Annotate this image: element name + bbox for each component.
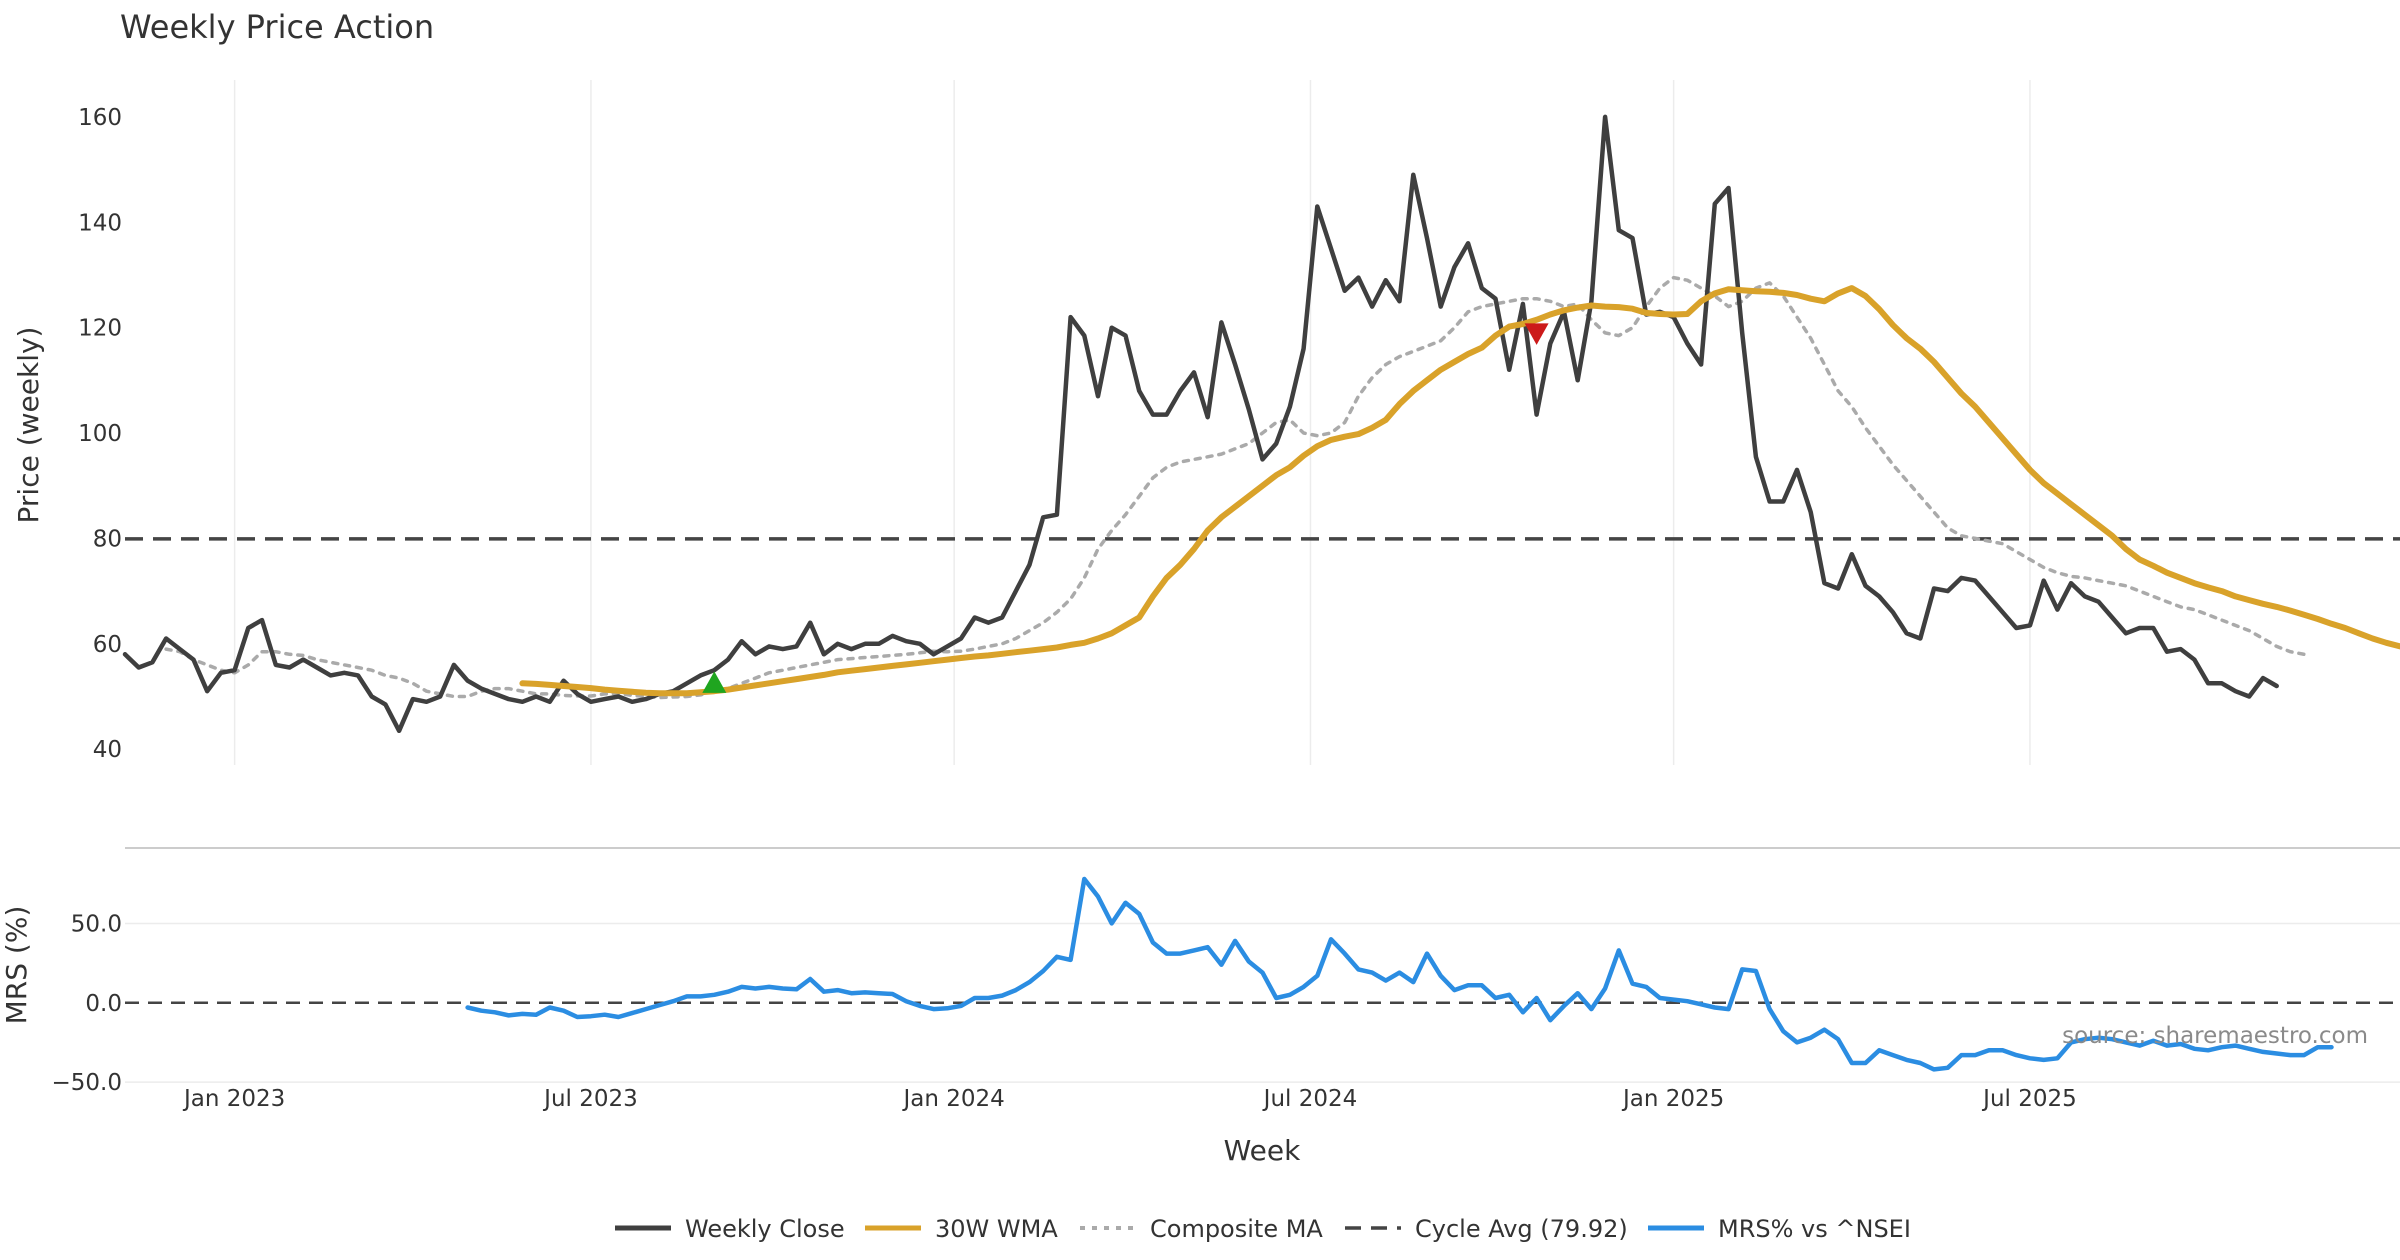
x-tick-label: Jul 2024 (1262, 1086, 1358, 1112)
x-tick-label: Jan 2025 (1621, 1086, 1724, 1112)
legend-label: Cycle Avg (79.92) (1415, 1215, 1628, 1243)
price-y-tick-label: 60 (93, 632, 122, 658)
x-tick-label: Jan 2024 (901, 1086, 1004, 1112)
x-tick-label: Jan 2023 (182, 1086, 285, 1112)
price-y-tick-label: 100 (78, 421, 122, 447)
legend-label: Weekly Close (685, 1215, 845, 1243)
mrs-y-tick-label: 50.0 (71, 911, 122, 937)
x-tick-label: Jul 2023 (542, 1086, 638, 1112)
x-tick-label: Jul 2025 (1981, 1086, 2077, 1112)
price-y-tick-label: 160 (78, 105, 122, 131)
reference-lines (125, 537, 2400, 1005)
tick-labels: Jan 2023 Jul 2023 Jan 2024 Jul 2024 Jan 2025… (52, 105, 2077, 1112)
mrs-y-tick-label: 0.0 (85, 991, 122, 1017)
price-y-tick-label: 140 (78, 210, 122, 236)
legend: Weekly Close 30W WMA Composite MA Cycle Avg… (615, 1215, 1911, 1243)
price-y-tick-label: 40 (93, 737, 122, 763)
legend-label: Composite MA (1150, 1215, 1323, 1243)
buy-signal-marker (702, 671, 727, 693)
sell-signal-marker (1524, 323, 1549, 345)
x-axis-title: Week (1224, 1134, 1301, 1167)
legend-label: MRS% vs ^NSEI (1718, 1215, 1911, 1243)
chart-title: Weekly Price Action (120, 8, 434, 46)
mrs-y-tick-label: −50.0 (52, 1070, 122, 1096)
price-y-tick-label: 80 (93, 526, 122, 552)
legend-label: 30W WMA (935, 1215, 1058, 1243)
signal-markers (702, 323, 1549, 693)
mrs-vs-nsei-line (465, 876, 2334, 1072)
price-y-axis-title: Price (weekly) (12, 327, 45, 524)
mrs-y-axis-title: MRS (%) (0, 906, 33, 1025)
grid (125, 80, 2400, 1083)
weekly-close-line (122, 114, 2279, 734)
source-label: source: sharemaestro.com (2062, 1023, 2368, 1049)
series-lines (122, 114, 2400, 1072)
price-y-tick-label: 120 (78, 316, 122, 342)
30w-wma-line (519, 285, 2400, 697)
composite-ma-line (164, 275, 2306, 700)
